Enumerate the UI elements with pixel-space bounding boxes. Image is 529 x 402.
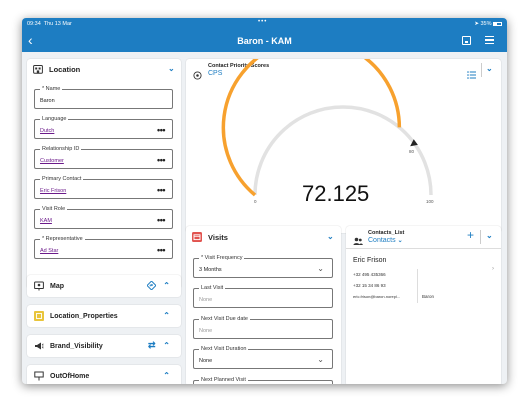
language-link[interactable]: Dutch (40, 128, 55, 134)
representative-field[interactable]: * Representative Ad Star ••• (34, 236, 173, 259)
divider (480, 230, 481, 244)
gauge-fill (221, 59, 402, 197)
contact-email[interactable]: eric.frison@baron.norepl... (353, 294, 401, 299)
contact-phone-2[interactable]: +32 15 34 86 93 (353, 283, 386, 288)
more-options-icon[interactable]: ••• (157, 125, 165, 135)
chevron-down-icon[interactable]: ⌄ (168, 64, 175, 73)
contacts-dropdown[interactable]: Contacts ⌄ (368, 237, 403, 244)
visit-role-field[interactable]: Visit Role KAM ••• (34, 206, 173, 229)
gauge-marker (410, 139, 418, 147)
out-of-home-header[interactable]: OutOfHome ⌃ (27, 366, 177, 384)
ipad-screen: 09:34 Thu 13 Mar ••• ➤ 35% ‹ Baron - KAM… (22, 18, 507, 384)
contacts-icon (353, 233, 363, 245)
chevron-down-icon[interactable]: ⌄ (486, 64, 493, 73)
battery-indicator: ➤ 35% (474, 21, 502, 27)
chevron-up-icon[interactable]: ⌃ (163, 341, 170, 350)
contact-company: Baron (422, 294, 435, 299)
chevron-up-icon[interactable]: ⌃ (163, 311, 170, 320)
map-section: Map ⌃ (27, 275, 181, 297)
status-time-date: 09:34 Thu 13 Mar (27, 21, 72, 27)
add-contact-icon[interactable]: + (467, 228, 475, 242)
list-view-icon[interactable] (467, 66, 476, 79)
location-card-header[interactable]: Location ⌄ (27, 59, 181, 79)
representative-link[interactable]: Ad Star (40, 248, 59, 254)
divider (481, 63, 482, 77)
gauge-marker-label: 80 (409, 149, 415, 154)
brand-visibility-header[interactable]: Brand_Visibility ⇄ ⌃ (27, 336, 177, 356)
name-field[interactable]: * Name Baron (34, 86, 173, 109)
battery-icon (493, 21, 502, 26)
directions-icon[interactable] (146, 280, 157, 291)
chevron-down-icon: ⌄ (397, 238, 403, 244)
gauge-max-label: 100 (426, 199, 434, 204)
location-card: Location ⌄ * Name Baron Language Dutch •… (27, 59, 181, 289)
cps-card: Contact Priority Scores CPS ⌄ 0 80 100 7… (186, 59, 501, 233)
location-icon (33, 64, 43, 74)
out-of-home-section: OutOfHome ⌃ (27, 365, 181, 384)
chevron-down-icon: ⌄ (317, 264, 324, 273)
location-properties-section: Location_Properties ⌃ (27, 305, 181, 327)
next-planned-visit-field[interactable]: Next Planned Visit (193, 377, 333, 384)
contact-list-item[interactable]: Eric Frison +32 495 435366 +32 15 34 86 … (346, 250, 501, 315)
last-visit-field[interactable]: Last Visit None (193, 285, 333, 308)
calendar-icon (192, 232, 202, 242)
map-icon (34, 281, 44, 291)
chevron-right-icon[interactable]: › (492, 266, 494, 272)
location-arrow-icon: ➤ (474, 21, 479, 27)
megaphone-icon (34, 341, 44, 351)
contacts-card-title: Contacts_List (368, 230, 405, 236)
divider (346, 248, 501, 249)
cps-card-subtitle[interactable]: CPS (208, 70, 223, 77)
next-visit-duration-select[interactable]: Next Visit Duration None ⌄ (193, 346, 333, 369)
cps-gauge (221, 59, 433, 197)
relationship-link[interactable]: Customer (40, 158, 64, 164)
chevron-down-icon: ⌄ (317, 355, 324, 364)
contacts-card: Contacts_List Contacts ⌄ + ⌄ Eric Frison… (346, 226, 501, 384)
app-header: ‹ Baron - KAM (22, 30, 507, 52)
contact-phone-1[interactable]: +32 495 435366 (353, 272, 386, 277)
cps-card-title: Contact Priority Scores (208, 63, 270, 69)
location-card-title: Location (49, 64, 81, 74)
more-options-icon[interactable]: ••• (157, 215, 165, 225)
visit-frequency-select[interactable]: * Visit Frequency 3 Months ⌄ (193, 255, 333, 278)
location-properties-header[interactable]: Location_Properties ⌃ (27, 306, 177, 326)
visit-role-link[interactable]: KAM (40, 218, 52, 224)
brand-visibility-section: Brand_Visibility ⇄ ⌃ (27, 335, 181, 357)
multitasking-dots[interactable]: ••• (258, 19, 268, 25)
properties-icon (34, 311, 44, 321)
page-title: Baron - KAM (237, 36, 292, 46)
save-icon[interactable] (462, 36, 471, 45)
chevron-up-icon[interactable]: ⌃ (163, 281, 170, 290)
visits-card: Visits ⌄ * Visit Frequency 3 Months ⌄ La… (186, 226, 341, 384)
more-options-icon[interactable]: ••• (157, 185, 165, 195)
billboard-icon (34, 371, 44, 381)
hamburger-menu-icon[interactable] (485, 36, 494, 45)
next-visit-due-field[interactable]: Next Visit Due date None (193, 316, 333, 339)
target-icon (193, 67, 202, 80)
status-bar: 09:34 Thu 13 Mar ••• ➤ 35% (22, 18, 507, 30)
chevron-up-icon[interactable]: ⌃ (163, 371, 170, 380)
primary-contact-link[interactable]: Eric Frison (40, 188, 67, 194)
chevron-down-icon[interactable]: ⌄ (327, 232, 334, 241)
gauge-track (253, 105, 433, 196)
more-options-icon[interactable]: ••• (157, 245, 165, 255)
primary-contact-field[interactable]: Primary Contact Eric Frison ••• (34, 176, 173, 199)
language-field[interactable]: Language Dutch ••• (34, 116, 173, 139)
relationship-id-field[interactable]: Relationship ID Customer ••• (34, 146, 173, 169)
swap-icon[interactable]: ⇄ (148, 340, 156, 350)
visits-card-header[interactable]: Visits ⌄ (186, 226, 341, 248)
contact-name: Eric Frison (353, 257, 387, 264)
cps-value: 72.125 (302, 181, 370, 206)
gauge-min-label: 0 (254, 199, 257, 204)
more-options-icon[interactable]: ••• (157, 155, 165, 165)
divider (417, 269, 418, 303)
chevron-down-icon[interactable]: ⌄ (486, 231, 493, 240)
map-section-header[interactable]: Map ⌃ (27, 276, 177, 296)
back-icon[interactable]: ‹ (28, 32, 33, 48)
